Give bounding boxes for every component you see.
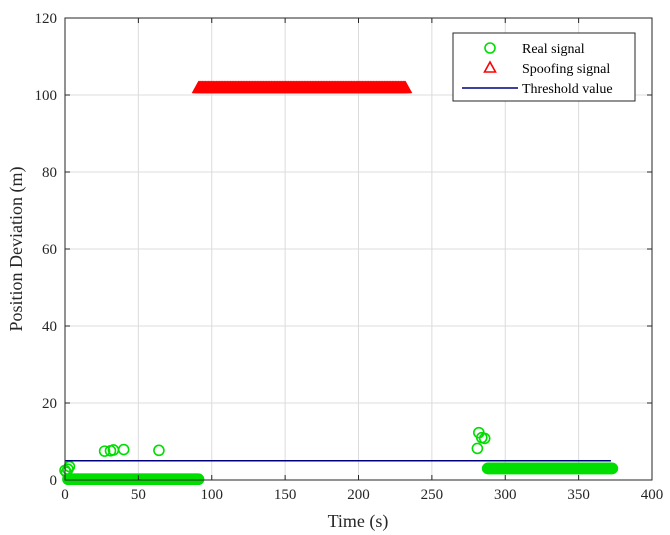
x-tick-label: 400 <box>641 487 664 503</box>
legend: Real signal Spoofing signal Threshold va… <box>452 32 636 102</box>
data-layer <box>59 80 619 486</box>
legend-spoofing-signal-marker <box>483 60 497 73</box>
x-tick-label: 50 <box>131 487 146 503</box>
y-tick-label: 0 <box>50 473 58 489</box>
x-tick-label: 300 <box>494 487 517 503</box>
real-signal-point <box>471 442 484 455</box>
real-signal-point <box>192 473 205 486</box>
y-tick-label: 40 <box>42 319 57 335</box>
legend-real-signal-marker <box>484 42 496 54</box>
y-tick-label: 20 <box>42 396 57 412</box>
x-axis-label: Time (s) <box>328 511 389 532</box>
y-tick-label: 120 <box>35 11 58 27</box>
real-signal-point <box>153 444 165 457</box>
y-axis-label: Position Deviation (m) <box>6 167 27 332</box>
legend-real-signal-label: Real signal <box>522 42 585 57</box>
x-tick-label: 250 <box>421 487 444 503</box>
y-tick-label: 80 <box>42 165 57 181</box>
x-tick-label: 100 <box>201 487 224 503</box>
x-tick-label: 0 <box>61 487 69 503</box>
real-signal-point <box>606 462 619 475</box>
legend-spoofing-signal-label: Spoofing signal <box>522 62 610 77</box>
y-tick-label: 60 <box>42 242 57 258</box>
real-signal-point <box>117 443 130 456</box>
x-tick-label: 150 <box>274 487 297 503</box>
legend-box <box>452 32 636 102</box>
x-tick-label: 350 <box>567 487 590 503</box>
legend-threshold-label: Threshold value <box>522 82 613 97</box>
real-signal-point <box>478 432 491 445</box>
x-tick-label: 200 <box>347 487 370 503</box>
y-tick-label: 100 <box>35 88 58 104</box>
real-signal-point <box>98 445 111 457</box>
tick-layer: 0 50 100 150 200 250 300 350 400 0 20 40 60 80 100 120 <box>35 11 664 503</box>
spoofing-signal-point <box>398 80 413 94</box>
